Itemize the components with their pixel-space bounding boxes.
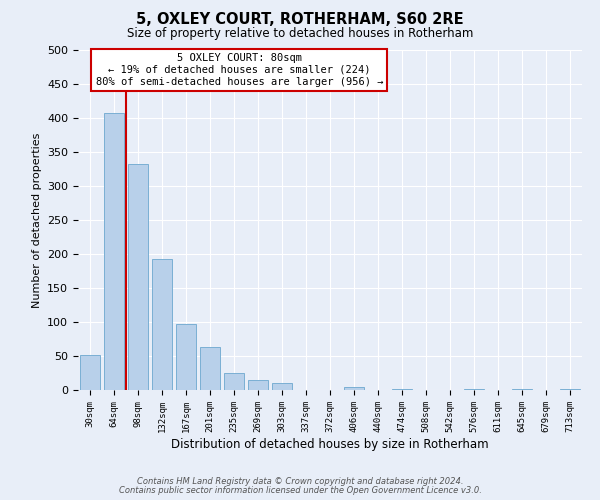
- Bar: [464, 388, 484, 390]
- Bar: [392, 388, 412, 390]
- Text: Size of property relative to detached houses in Rotherham: Size of property relative to detached ho…: [127, 28, 473, 40]
- Bar: [344, 386, 364, 390]
- Bar: [224, 373, 244, 390]
- Y-axis label: Number of detached properties: Number of detached properties: [32, 132, 41, 308]
- Text: 5, OXLEY COURT, ROTHERHAM, S60 2RE: 5, OXLEY COURT, ROTHERHAM, S60 2RE: [136, 12, 464, 28]
- Bar: [152, 259, 172, 390]
- Bar: [176, 324, 196, 390]
- Text: Contains HM Land Registry data © Crown copyright and database right 2024.: Contains HM Land Registry data © Crown c…: [137, 477, 463, 486]
- Bar: [104, 113, 124, 390]
- Bar: [128, 164, 148, 390]
- Bar: [512, 388, 532, 390]
- Text: 5 OXLEY COURT: 80sqm
← 19% of detached houses are smaller (224)
80% of semi-deta: 5 OXLEY COURT: 80sqm ← 19% of detached h…: [95, 54, 383, 86]
- Bar: [272, 383, 292, 390]
- Bar: [80, 354, 100, 390]
- Bar: [560, 388, 580, 390]
- Bar: [248, 380, 268, 390]
- Text: Contains public sector information licensed under the Open Government Licence v3: Contains public sector information licen…: [119, 486, 481, 495]
- X-axis label: Distribution of detached houses by size in Rotherham: Distribution of detached houses by size …: [171, 438, 489, 450]
- Bar: [200, 347, 220, 390]
